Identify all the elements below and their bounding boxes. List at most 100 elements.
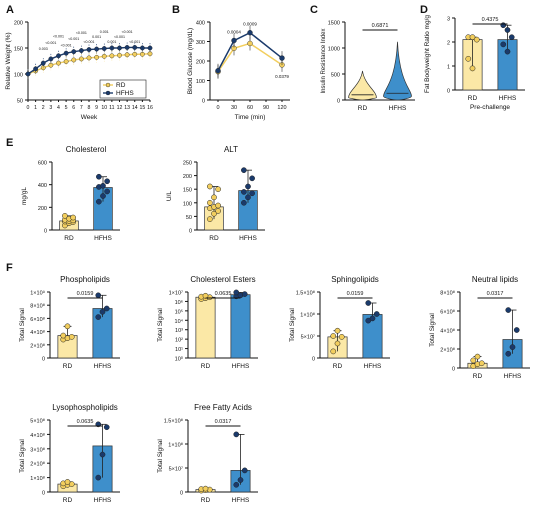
data-point-F1-HFHS — [99, 308, 106, 315]
data-point-F3-HFHS — [365, 300, 372, 306]
x-tick-label-A: 12 — [117, 105, 123, 111]
x-tick-label-C-RD: RD — [358, 105, 368, 112]
y-tick-label-C: 0 — [337, 99, 340, 105]
y-axis-label-F4: Total Signal — [429, 313, 436, 347]
data-point-A-RD — [101, 53, 107, 59]
y-tick-label-B: 300 — [196, 40, 205, 46]
y-tick-label-C: 1000 — [328, 47, 340, 53]
p-value-B: 0.0009 — [243, 22, 257, 27]
y-tick-label-A: 100 — [14, 73, 23, 79]
x-tick-label-B: 0 — [216, 105, 219, 111]
data-point-A-HFHS — [63, 50, 69, 56]
y-tick-label-F1: 6×10⁸ — [30, 316, 45, 323]
data-point-E2-RD — [211, 210, 217, 217]
data-point-E1-RD — [70, 214, 76, 221]
p-value-A: 0.003 — [39, 47, 48, 51]
y-tick-label-F3: 1.5×10⁸ — [296, 290, 315, 297]
data-point-F6-RD — [202, 485, 209, 492]
data-point-D-HFHS — [500, 41, 507, 48]
data-point-E2-RD — [215, 186, 221, 193]
data-point-D-HFHS — [508, 34, 515, 41]
data-point-F5-RD — [64, 479, 71, 485]
chart-title-E1: Cholesterol — [66, 145, 107, 154]
p-value-F3: 0.0159 — [347, 291, 364, 297]
data-point-A-HFHS — [33, 66, 39, 72]
violin-RD — [348, 70, 377, 101]
y-tick-label-F2: 10² — [175, 338, 183, 344]
data-point-E1-HFHS — [96, 198, 102, 205]
y-tick-label-D: 3 — [447, 17, 450, 23]
data-point-A-RD — [71, 57, 77, 63]
data-point-D-RD — [469, 34, 476, 41]
data-point-E2-RD — [211, 194, 217, 201]
y-axis-label-E2: U/L — [166, 191, 173, 202]
y-tick-label-F5: 2×10⁸ — [30, 461, 45, 468]
x-tick-label-B: 30 — [231, 105, 237, 111]
data-point-D-HFHS — [504, 48, 511, 55]
x-tick-label-A: 0 — [27, 105, 30, 111]
data-point-A-HFHS — [139, 45, 145, 51]
x-axis-label-B: Time (min) — [235, 114, 266, 121]
data-point-F2-HFHS — [233, 289, 240, 296]
data-point-F1-HFHS — [95, 292, 102, 299]
data-point-F6-HFHS — [233, 481, 240, 488]
y-tick-label-F2: 10⁵ — [175, 308, 183, 315]
chart-title-F4: Neutral lipids — [472, 275, 518, 284]
data-point-A-HFHS — [101, 46, 107, 51]
data-point-A-HFHS — [117, 45, 122, 51]
x-tick-label-A: 6 — [72, 105, 75, 111]
data-point-A-RD — [139, 51, 145, 57]
data-point-E2-RD — [215, 208, 221, 214]
y-tick-label-F2: 10⁶ — [175, 299, 183, 306]
y-tick-label-F4: 8×10⁸ — [440, 290, 455, 297]
y-tick-label-E1: 0 — [44, 229, 47, 235]
data-point-A-RD — [124, 52, 130, 58]
x-tick-label-A: 16 — [147, 105, 153, 111]
data-point-E2-RD — [207, 199, 213, 206]
y-tick-label-F2: 10¹ — [175, 347, 183, 353]
y-axis-label-F1: Total Signal — [19, 308, 26, 342]
chart-title-F3: Sphingolipids — [331, 275, 379, 284]
x-tick-label-F1-HFHS: HFHS — [94, 363, 112, 370]
bar-F2-HFHS — [230, 294, 251, 359]
y-tick-label-F5: 1×10⁸ — [30, 475, 45, 482]
y-tick-label-F1: 0 — [42, 357, 45, 363]
data-point-A-HFHS — [147, 45, 153, 51]
x-tick-label-E1-HFHS: HFHS — [94, 235, 112, 242]
chart-title-F5: Lysophospholipids — [52, 403, 118, 412]
y-tick-label-E2: 100 — [183, 201, 192, 207]
x-tick-label-A: 8 — [88, 105, 91, 111]
x-tick-label-E2-HFHS: HFHS — [239, 235, 257, 242]
series-line-B-HFHS — [217, 31, 283, 72]
p-value-F2: 0.0635 — [215, 291, 232, 297]
y-tick-label-E2: 200 — [183, 174, 192, 180]
data-point-F3-RD — [334, 327, 341, 334]
data-point-A-HFHS — [124, 45, 130, 50]
chart-title-F1: Phospholipids — [60, 275, 110, 284]
chart-title-F2: Cholesterol Esters — [190, 275, 255, 284]
data-point-F4-RD — [470, 357, 477, 364]
data-point-E2-HFHS — [241, 167, 247, 174]
x-tick-label-D-RD: RD — [468, 95, 478, 102]
series-line-B-RD — [217, 42, 283, 73]
x-tick-label-A: 4 — [57, 105, 60, 111]
data-point-D-RD — [473, 36, 480, 43]
y-tick-label-F1: 1×10⁹ — [30, 290, 45, 297]
data-point-F3-HFHS — [369, 315, 376, 322]
y-tick-label-C: 500 — [331, 73, 340, 79]
p-value-A: 0.001 — [100, 30, 109, 34]
data-point-F1-RD — [60, 332, 67, 339]
y-tick-label-E2: 150 — [183, 188, 192, 194]
data-point-F4-HFHS — [509, 344, 516, 350]
x-tick-label-C-HFHS: HFHS — [389, 105, 407, 112]
p-value-F5: 0.0635 — [77, 419, 94, 425]
p-value-F4: 0.0317 — [487, 291, 504, 297]
data-point-A-HFHS — [78, 48, 84, 53]
y-tick-label-F1: 8×10⁸ — [30, 303, 45, 310]
data-point-A-HFHS — [40, 60, 46, 66]
y-tick-label-B: 0 — [202, 99, 205, 105]
legend-label-A-RD: RD — [116, 82, 126, 89]
data-point-A-HFHS — [109, 45, 115, 51]
y-tick-label-C: 1500 — [328, 21, 340, 27]
